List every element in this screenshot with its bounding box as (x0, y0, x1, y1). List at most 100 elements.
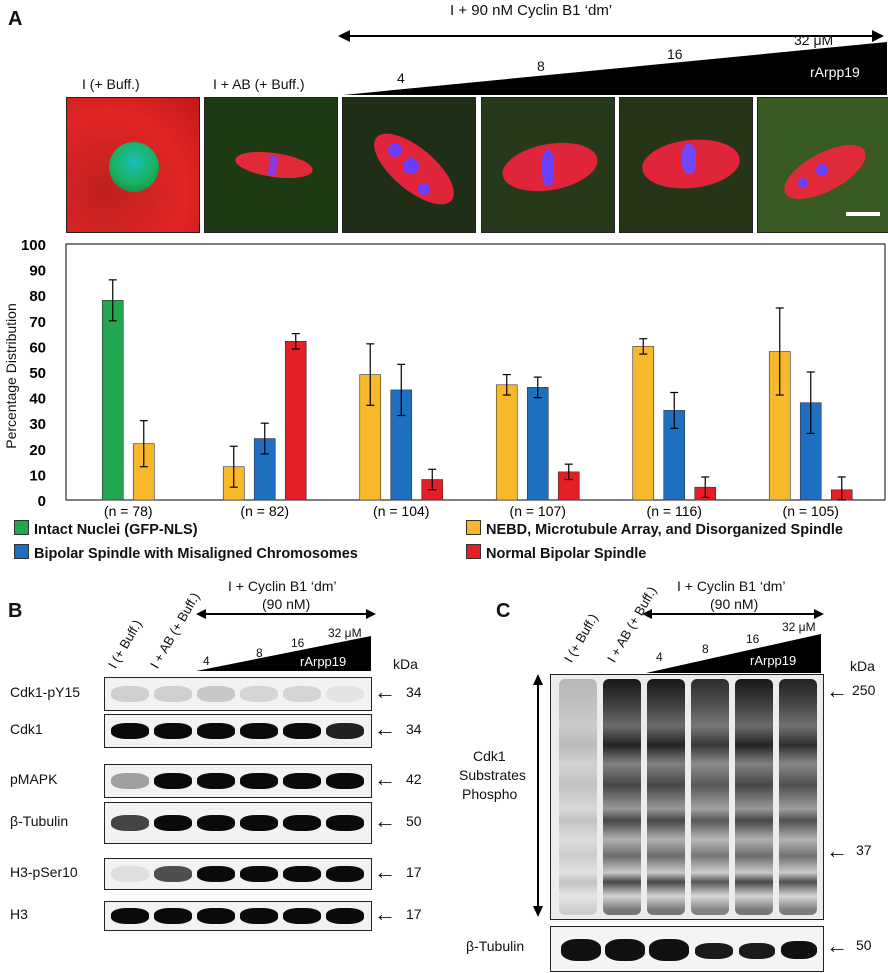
blot-band (240, 908, 278, 924)
panel-c-kda: kDa (850, 658, 875, 674)
n-count-label: (n = 105) (783, 503, 839, 519)
blot-kda-value: 34 (406, 684, 422, 700)
blot-band (326, 815, 364, 831)
bar (495, 384, 518, 501)
blot-band (283, 773, 321, 789)
bar (632, 346, 655, 501)
blot-arrow-icon: ← (374, 901, 396, 926)
panel-c-tubulin-kda: 50 (856, 937, 872, 953)
image-label-buffer: I (+ Buff.) (82, 76, 140, 92)
substrate-lane (559, 679, 597, 915)
blot-band (111, 866, 149, 882)
blot-band (197, 686, 235, 702)
blot-arrow-icon: ← (374, 766, 396, 791)
western-blot-strip (104, 714, 372, 748)
legend-item-nebd: NEBD, Microtubule Array, and Disorganize… (466, 520, 843, 538)
blot-band (111, 815, 149, 831)
panel-c-wedge (646, 634, 821, 673)
blot-band (154, 686, 192, 702)
blot-band (197, 815, 235, 831)
panel-b-wedge-label: rArpp19 (300, 654, 347, 669)
micrograph-ab-spindle (204, 97, 338, 233)
tubulin-arrow: ← (826, 933, 848, 958)
western-blot-strip (104, 764, 372, 798)
blot-kda-value: 17 (406, 864, 422, 880)
panel-b-header: I + Cyclin B1 ‘dm’ (228, 578, 337, 594)
panel-c-lane-1: I (+ Buff.) (561, 611, 601, 665)
n-count-label: (n = 82) (240, 503, 289, 519)
western-blot-strip (104, 802, 372, 844)
substrate-label-line1: Cdk1 (473, 748, 506, 764)
treatment-range-arrow (338, 30, 884, 42)
wedge-label-rarpp19: rArpp19 (810, 64, 860, 80)
micrograph-8um (481, 97, 615, 233)
top-header-label: I + 90 nM Cyclin B1 ‘dm’ (450, 2, 613, 19)
legend-swatch-green (14, 520, 29, 535)
plot-frame (65, 243, 886, 501)
panel-b-kda: kDa (393, 656, 418, 672)
blot-arrow-icon: ← (374, 716, 396, 741)
blot-band (326, 723, 364, 739)
substrate-lane (647, 679, 685, 915)
blot-kda-value: 42 (406, 771, 422, 787)
panel-c-range-arrow (642, 609, 824, 619)
concentration-wedge (343, 42, 887, 95)
blot-arrow-icon: ← (374, 859, 396, 884)
blot-band (154, 866, 192, 882)
panel-b-lane-2: I + AB (+ Buff.) (147, 589, 203, 671)
panel-c-conc-8: 8 (702, 642, 709, 656)
blot-label: Cdk1 (10, 721, 43, 737)
blot-label: H3-pSer10 (10, 864, 78, 880)
blot-band (240, 773, 278, 789)
panel-c-tubulin-blot (550, 926, 824, 972)
panel-b-letter: B (8, 600, 23, 622)
blot-band (111, 908, 149, 924)
panel-b-wedge (196, 636, 371, 671)
blot-label: H3 (10, 906, 28, 922)
blot-kda-value: 50 (406, 813, 422, 829)
blot-band (326, 866, 364, 882)
y-tick-label: 80 (29, 288, 46, 305)
substrate-lane (779, 679, 817, 915)
scale-bar (846, 212, 880, 216)
conc-label-16: 16 (667, 46, 683, 62)
micrograph-32um (757, 97, 888, 233)
blot-band (111, 723, 149, 739)
panel-a-letter: A (8, 8, 23, 30)
blot-band (283, 866, 321, 882)
panel-c-conc-16: 16 (746, 632, 760, 646)
legend-swatch-blue (14, 544, 29, 559)
cdk1-substrate-blot (550, 674, 824, 920)
legend-swatch-red (466, 544, 481, 559)
y-tick-label: 100 (21, 237, 46, 254)
micrograph-4um (342, 97, 476, 233)
bar (284, 340, 307, 501)
substrate-label-line3: Phospho (462, 786, 518, 802)
panel-c-conc-4: 4 (656, 650, 663, 664)
image-label-ab-buffer: I + AB (+ Buff.) (213, 76, 305, 92)
conc-label-32: 32 μM (794, 32, 834, 48)
marker-250-arrow: ← (826, 678, 848, 703)
marker-250: 250 (852, 682, 876, 698)
blot-label: Cdk1-pY15 (10, 684, 81, 700)
blot-band (111, 686, 149, 702)
panel-c-conc-32: 32 μM (782, 620, 816, 634)
micrograph-intact-nucleus (66, 97, 200, 233)
western-blot-strip (104, 677, 372, 711)
panel-b-lane-1: I (+ Buff.) (105, 617, 145, 671)
blot-label: β-Tubulin (10, 813, 69, 829)
substrate-lane (691, 679, 729, 915)
panel-c-tubulin-label: β-Tubulin (466, 938, 525, 954)
panel-b-conc-8: 8 (256, 646, 263, 660)
blot-band (326, 773, 364, 789)
y-tick-label: 20 (29, 442, 46, 459)
blot-band (154, 773, 192, 789)
blot-kda-value: 34 (406, 721, 422, 737)
panel-b-conc-16: 16 (291, 636, 305, 650)
marker-37-arrow: ← (826, 838, 848, 863)
panel-b-conc-4: 4 (203, 654, 210, 668)
y-tick-label: 70 (29, 314, 46, 331)
panel-b-conc-32: 32 μM (328, 626, 362, 640)
blot-band (283, 686, 321, 702)
y-tick-label: 40 (29, 391, 46, 408)
